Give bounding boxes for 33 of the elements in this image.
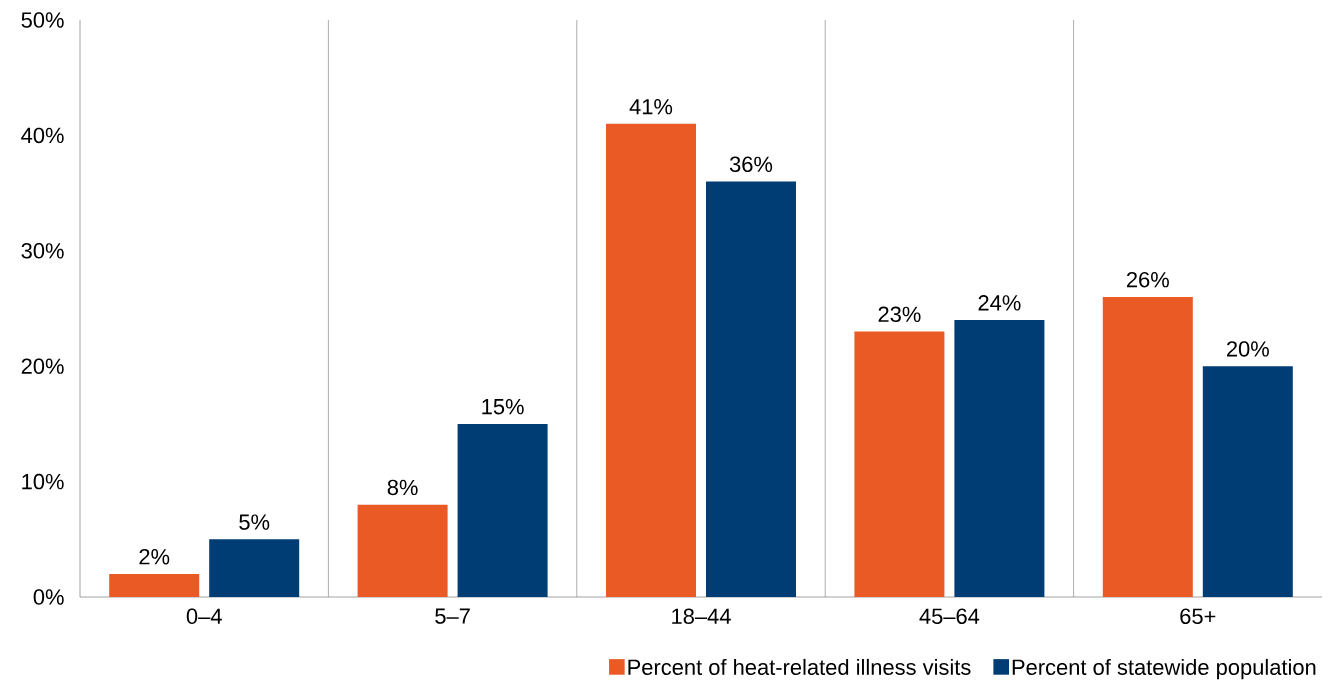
data-label: 15% <box>482 398 524 415</box>
y-tick-label: 40% <box>21 127 64 144</box>
data-label: 23% <box>878 306 921 323</box>
x-tick-label: 18–44 <box>672 608 731 625</box>
data-label: 36% <box>729 156 773 173</box>
x-tick-label: 45–64 <box>919 608 980 625</box>
bar <box>457 423 548 597</box>
bar <box>109 573 200 597</box>
bar <box>357 504 448 597</box>
bar <box>954 320 1045 597</box>
legend-label: Percent of heat-related illness visits <box>628 658 971 675</box>
bar <box>1202 366 1293 597</box>
y-tick-label: 10% <box>22 473 64 490</box>
y-tick-label: 0% <box>33 589 64 605</box>
data-label: 20% <box>1226 341 1269 357</box>
y-tick-label: 30% <box>21 243 64 259</box>
data-label: 5% <box>239 514 270 530</box>
x-tick-label: 65+ <box>1180 608 1216 625</box>
x-tick-label: 0–4 <box>186 608 222 625</box>
bar <box>706 181 796 597</box>
y-tick-label: 20% <box>21 358 64 374</box>
bar <box>1102 296 1193 597</box>
data-label: 8% <box>387 479 418 496</box>
y-tick-label: 50% <box>21 12 64 28</box>
data-label: 41% <box>629 99 673 115</box>
bar <box>854 331 945 597</box>
data-label: 26% <box>1126 271 1169 288</box>
bar <box>209 539 300 597</box>
bar <box>606 123 696 597</box>
legend-label: Percent of statewide population <box>1012 658 1316 680</box>
data-label: 2% <box>139 548 170 565</box>
data-label: 24% <box>978 295 1021 311</box>
x-tick-label: 5–7 <box>435 608 470 624</box>
